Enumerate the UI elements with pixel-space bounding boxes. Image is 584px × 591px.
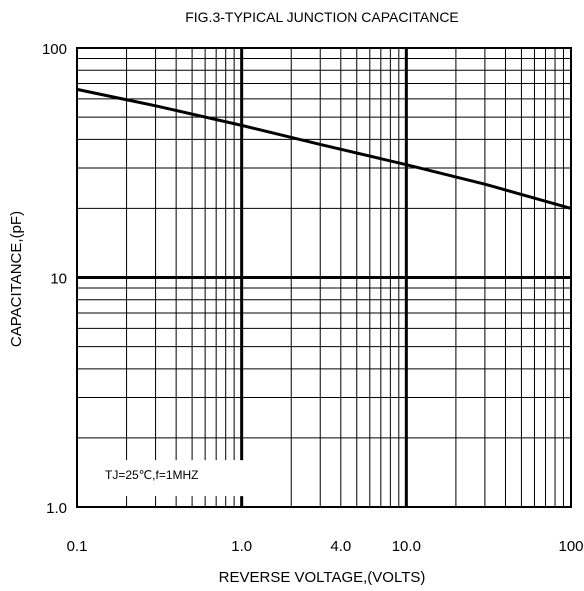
series-layer bbox=[76, 87, 572, 210]
x-axis-label: REVERSE VOLTAGE,(VOLTS) bbox=[219, 569, 426, 586]
y-axis-label: CAPACITANCE,(pF) bbox=[8, 211, 25, 347]
y-axis-tick-labels: 100 10 1.0 bbox=[42, 41, 67, 517]
y-tick-label: 1.0 bbox=[46, 500, 67, 517]
x-tick-label: 1.0 bbox=[231, 538, 252, 555]
y-tick-label: 100 bbox=[42, 41, 67, 58]
x-tick-label: 100 bbox=[558, 538, 583, 555]
plot-area-frame bbox=[76, 47, 572, 508]
y-tick-label: 10 bbox=[50, 271, 67, 288]
annotation-text: TJ=25℃,f=1MHZ bbox=[105, 468, 199, 482]
x-tick-label: 10.0 bbox=[392, 538, 421, 555]
x-axis-tick-labels: 0.1 1.0 4.0 10.0 100 bbox=[67, 538, 584, 555]
x-tick-label: 0.1 bbox=[67, 538, 88, 555]
condition-annotation: TJ=25℃,f=1MHZ bbox=[79, 460, 244, 497]
x-tick-label: 4.0 bbox=[330, 538, 351, 555]
annotation-background bbox=[79, 460, 244, 497]
chart-title: FIG.3-TYPICAL JUNCTION CAPACITANCE bbox=[185, 9, 459, 25]
capacitance-curve-0 bbox=[76, 87, 572, 210]
